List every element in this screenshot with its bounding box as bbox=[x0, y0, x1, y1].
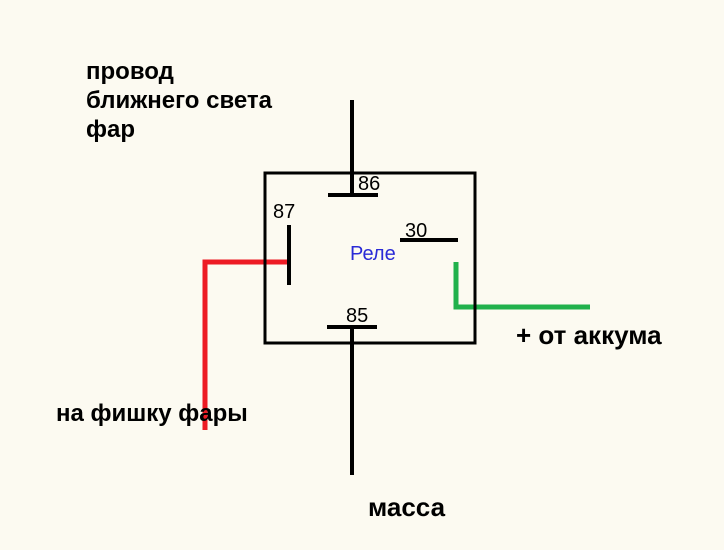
label-bottom: масса bbox=[368, 492, 445, 523]
pin-85-number: 85 bbox=[346, 305, 368, 327]
label-left: на фишку фары bbox=[56, 400, 248, 429]
pin-87-number: 87 bbox=[273, 201, 295, 223]
pin-86-number: 86 bbox=[358, 173, 380, 195]
label-right: + от аккума bbox=[516, 320, 662, 351]
label-top-left: провод ближнего света фар bbox=[86, 58, 272, 144]
relay-center-label: Реле bbox=[350, 243, 396, 265]
pin-30-number: 30 bbox=[405, 220, 427, 242]
